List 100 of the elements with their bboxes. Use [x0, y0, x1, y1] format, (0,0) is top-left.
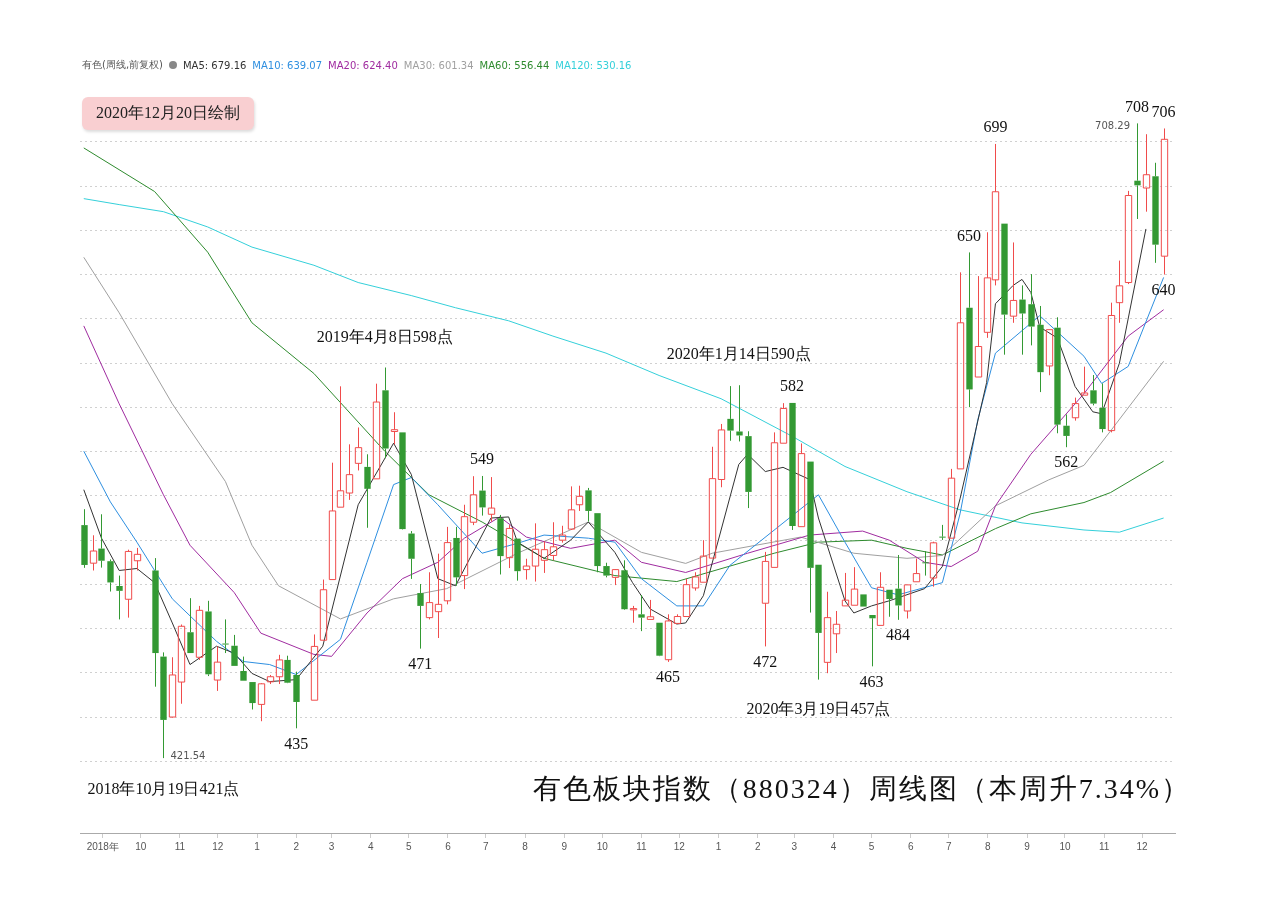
candlestick [575, 485, 584, 512]
candlestick [1080, 366, 1089, 396]
candlestick [947, 468, 956, 539]
x-tick-label: 1 [254, 840, 261, 852]
candlestick [761, 551, 770, 647]
candlestick [107, 558, 114, 593]
candlestick [1028, 273, 1035, 346]
x-tick-label: 10 [1059, 840, 1071, 852]
x-tick-label: 2 [754, 840, 761, 852]
annotation: 640 [1151, 280, 1176, 298]
annotation: 708.29 [1095, 119, 1131, 131]
text: MA5: 679.16 [182, 59, 247, 71]
x-tick-label: 7 [945, 840, 952, 852]
annotation: 465 [655, 668, 680, 686]
candlestick [469, 475, 478, 526]
candlestick [187, 597, 194, 654]
candlestick [1134, 122, 1141, 220]
x-tick-label: 2 [293, 840, 300, 852]
candlestick [453, 526, 460, 587]
annotation: 2018年10月19日421点 [87, 779, 240, 797]
candlestick [124, 549, 133, 619]
annotation: 2020年1月14日590点 [666, 345, 811, 363]
x-tick-label: 10 [596, 840, 609, 852]
candlestick [966, 251, 973, 408]
candlestick [727, 385, 734, 442]
candlestick [460, 504, 469, 590]
candlestick [789, 402, 796, 531]
text: 有色板块指数（880324）周线图（本周升7.34%） [532, 772, 1191, 806]
candlestick [585, 487, 592, 523]
x-tick-label: 12 [1136, 840, 1149, 852]
candlestick [770, 431, 779, 568]
candlestick [522, 558, 531, 581]
x-tick-label: 11 [636, 840, 648, 852]
candlestick [81, 508, 88, 569]
annotation: 421.54 [170, 749, 206, 761]
candlestick [1001, 223, 1008, 356]
candlestick [922, 550, 929, 577]
annotation: 463 [859, 672, 884, 690]
annotation: 471 [408, 654, 433, 672]
candlestick [310, 633, 319, 701]
candlestick [745, 430, 752, 509]
x-tick-label: 3 [791, 840, 798, 852]
candlestick [673, 613, 682, 624]
candlestick [319, 579, 328, 641]
candlestick [1142, 133, 1151, 213]
x-tick-label: 12 [673, 840, 686, 852]
candlestick [425, 571, 434, 620]
candlestick [549, 521, 558, 561]
candlestick [249, 682, 256, 710]
candlestick [850, 566, 859, 606]
candlestick [505, 524, 514, 569]
candlestick [912, 558, 921, 583]
candlestick [832, 610, 841, 654]
x-tick-label: 4 [830, 840, 837, 852]
candlestick [390, 411, 399, 445]
candlestick [1009, 241, 1018, 324]
candlestick [160, 651, 167, 759]
candlestick [1054, 316, 1061, 434]
x-tick-label: 8 [985, 840, 992, 852]
candlestick [240, 656, 247, 681]
candlestick [594, 513, 601, 573]
annotation: 2019年4月8日598点 [316, 327, 453, 345]
candlestick [487, 476, 496, 523]
text: 2020年12月20日绘制 [82, 97, 254, 130]
candlestick [293, 671, 300, 729]
candlestick [1152, 162, 1159, 264]
candlestick [372, 383, 381, 480]
candlestick [895, 554, 902, 621]
candlestick [869, 614, 876, 667]
candlestick [1037, 305, 1044, 393]
text: MA20: 624.40 [328, 59, 398, 71]
annotation: 472 [753, 652, 778, 670]
candlestick [275, 654, 284, 685]
x-tick-label: 3 [328, 840, 335, 852]
candlestick [382, 367, 389, 459]
candlestick [89, 534, 98, 571]
candlestick [779, 402, 788, 444]
x-tick-label: 10 [135, 840, 147, 852]
candlestick [479, 475, 486, 517]
candlestick [177, 624, 186, 705]
candlestick [638, 594, 645, 632]
candlestick [222, 618, 229, 654]
candlestick [876, 571, 885, 626]
candlestick [646, 599, 655, 620]
candlestick [152, 557, 159, 688]
candlestick [116, 575, 123, 620]
x-tick-label: 11 [174, 840, 186, 852]
x-tick-label: 6 [445, 840, 452, 852]
x-tick-label: 9 [1024, 840, 1031, 852]
candlestick [956, 271, 965, 470]
annotation: 484 [886, 626, 911, 644]
x-tick-label: 6 [907, 840, 914, 852]
annotation: 562 [1054, 453, 1079, 471]
candlestick [434, 553, 443, 639]
x-tick-label: 5 [868, 840, 875, 852]
candlestick [629, 605, 638, 624]
candlestick [133, 547, 142, 571]
annotation: 435 [284, 734, 309, 752]
candlestick [841, 572, 850, 607]
candlestick [567, 485, 576, 530]
